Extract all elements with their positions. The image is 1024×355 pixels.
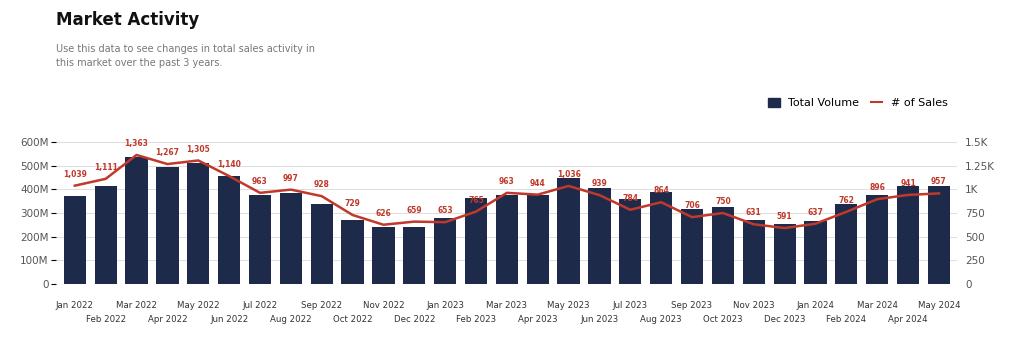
Text: 631: 631: [745, 208, 762, 217]
Text: 659: 659: [407, 206, 422, 215]
Text: 1,305: 1,305: [186, 144, 210, 153]
Bar: [465, 198, 487, 284]
Text: 1,267: 1,267: [156, 148, 179, 157]
Bar: [249, 195, 271, 284]
Bar: [681, 209, 703, 284]
Bar: [280, 193, 302, 284]
Bar: [94, 186, 117, 284]
Text: 706: 706: [684, 201, 700, 210]
Text: 626: 626: [376, 209, 391, 218]
Text: 896: 896: [869, 183, 885, 192]
Text: Sep 2022: Sep 2022: [301, 301, 342, 310]
Text: Nov 2022: Nov 2022: [362, 301, 404, 310]
Text: Oct 2022: Oct 2022: [333, 315, 373, 323]
Bar: [836, 203, 857, 284]
Text: Mar 2023: Mar 2023: [486, 301, 527, 310]
Text: Feb 2022: Feb 2022: [86, 315, 126, 323]
Text: Sep 2023: Sep 2023: [672, 301, 713, 310]
Text: Mar 2024: Mar 2024: [857, 301, 898, 310]
Text: 1,039: 1,039: [62, 170, 87, 179]
Bar: [157, 167, 178, 284]
Bar: [742, 220, 765, 284]
Bar: [589, 188, 610, 284]
Text: 750: 750: [715, 197, 731, 206]
Text: Oct 2023: Oct 2023: [703, 315, 742, 323]
Bar: [928, 186, 950, 284]
Text: 653: 653: [437, 206, 453, 215]
Text: 1,140: 1,140: [217, 160, 241, 169]
Text: Jun 2023: Jun 2023: [581, 315, 618, 323]
Text: Aug 2022: Aug 2022: [270, 315, 311, 323]
Legend: Total Volume, # of Sales: Total Volume, # of Sales: [764, 94, 952, 113]
Text: 762: 762: [839, 196, 854, 205]
Text: 765: 765: [468, 196, 484, 204]
Text: Nov 2023: Nov 2023: [733, 301, 774, 310]
Text: May 2023: May 2023: [547, 301, 590, 310]
Text: 729: 729: [345, 199, 360, 208]
Bar: [897, 186, 920, 284]
Text: 963: 963: [252, 177, 268, 186]
Bar: [341, 220, 364, 284]
Text: Jan 2023: Jan 2023: [426, 301, 464, 310]
Text: 939: 939: [592, 179, 607, 188]
Text: Aug 2023: Aug 2023: [640, 315, 682, 323]
Text: Feb 2024: Feb 2024: [826, 315, 866, 323]
Text: May 2022: May 2022: [177, 301, 219, 310]
Bar: [712, 207, 734, 284]
Bar: [218, 176, 241, 284]
Text: 864: 864: [653, 186, 669, 195]
Text: Feb 2023: Feb 2023: [456, 315, 496, 323]
Bar: [866, 195, 888, 284]
Bar: [403, 227, 425, 284]
Text: 997: 997: [283, 174, 299, 183]
Text: Jul 2022: Jul 2022: [243, 301, 278, 310]
Text: Apr 2023: Apr 2023: [518, 315, 557, 323]
Bar: [126, 157, 147, 284]
Bar: [63, 196, 86, 284]
Text: Jun 2022: Jun 2022: [210, 315, 248, 323]
Text: Mar 2022: Mar 2022: [116, 301, 157, 310]
Text: Dec 2022: Dec 2022: [393, 315, 435, 323]
Text: Use this data to see changes in total sales activity in
this market over the pas: Use this data to see changes in total sa…: [56, 44, 315, 69]
Bar: [187, 163, 209, 284]
Bar: [557, 178, 580, 284]
Text: 957: 957: [931, 178, 947, 186]
Text: Apr 2024: Apr 2024: [888, 315, 928, 323]
Bar: [650, 192, 673, 284]
Bar: [373, 227, 394, 284]
Bar: [434, 218, 457, 284]
Text: Dec 2023: Dec 2023: [764, 315, 805, 323]
Text: 1,111: 1,111: [94, 163, 118, 172]
Text: Jan 2024: Jan 2024: [797, 301, 835, 310]
Text: May 2024: May 2024: [918, 301, 961, 310]
Bar: [773, 224, 796, 284]
Text: Jan 2022: Jan 2022: [56, 301, 94, 310]
Text: Apr 2022: Apr 2022: [147, 315, 187, 323]
Text: Market Activity: Market Activity: [56, 11, 200, 29]
Text: 784: 784: [623, 194, 638, 203]
Text: 963: 963: [499, 177, 515, 186]
Bar: [310, 203, 333, 284]
Bar: [805, 221, 826, 284]
Bar: [620, 199, 641, 284]
Text: 941: 941: [900, 179, 915, 188]
Text: 637: 637: [808, 208, 823, 217]
Text: 1,363: 1,363: [125, 139, 148, 148]
Text: 591: 591: [777, 212, 793, 221]
Text: Jul 2023: Jul 2023: [612, 301, 648, 310]
Text: 944: 944: [529, 179, 546, 188]
Bar: [526, 195, 549, 284]
Text: 1,036: 1,036: [557, 170, 581, 179]
Bar: [496, 195, 518, 284]
Text: 928: 928: [313, 180, 330, 189]
